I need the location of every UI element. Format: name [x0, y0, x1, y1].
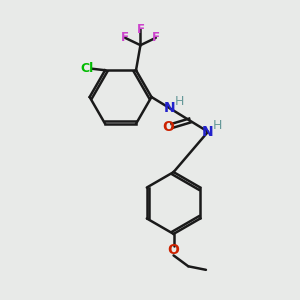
Text: F: F	[121, 31, 129, 44]
Text: H: H	[175, 95, 184, 108]
Text: H: H	[213, 119, 222, 132]
Text: F: F	[136, 22, 144, 35]
Text: N: N	[202, 125, 214, 139]
Text: O: O	[162, 120, 174, 134]
Text: O: O	[168, 243, 179, 257]
Text: F: F	[152, 31, 160, 44]
Text: N: N	[164, 101, 176, 115]
Text: Cl: Cl	[80, 62, 94, 75]
